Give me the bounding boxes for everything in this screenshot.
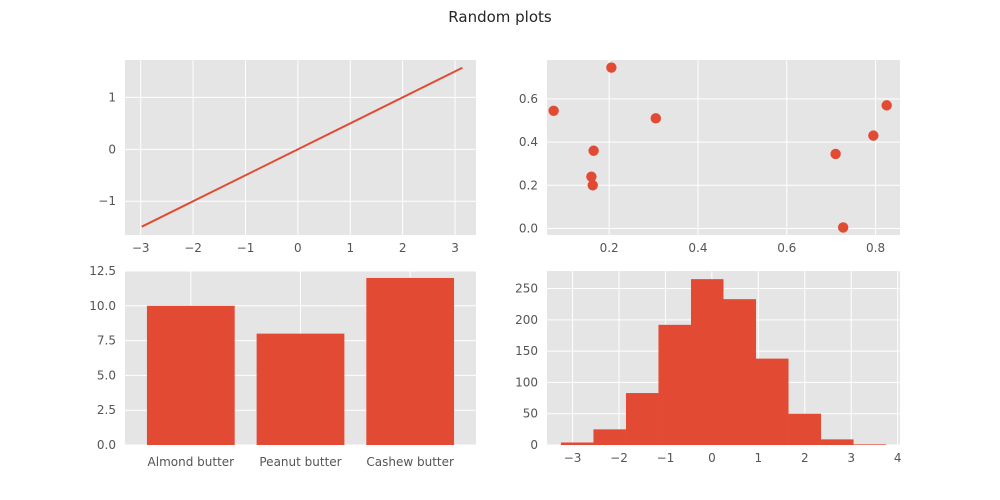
histogram-bar <box>853 444 887 445</box>
figure-title: Random plots <box>448 8 552 26</box>
subplot-scatter: 0.2 0.4 0.6 0.8 0.0 0.2 0.4 0.6 <box>519 60 900 255</box>
ticks-histogram: −3 −2 −1 0 1 2 3 4 0 50 100 150 200 250 <box>515 282 901 465</box>
scatter-point <box>587 180 598 191</box>
y-tick-label: 5.0 <box>97 368 116 382</box>
histogram-bar <box>625 393 659 445</box>
x-tick-label: −1 <box>657 451 675 465</box>
bar <box>256 333 345 445</box>
y-tick-label: 0.2 <box>519 178 538 192</box>
scatter-point <box>837 222 849 233</box>
x-tick-label: −3 <box>564 451 582 465</box>
histogram-bar <box>593 429 626 445</box>
scatter-point <box>830 148 841 160</box>
series-line <box>141 66 463 228</box>
x-tick-label: 3 <box>451 241 459 255</box>
x-tick-label: 0 <box>708 451 716 465</box>
x-tick-label: 0.4 <box>688 241 707 255</box>
x-tick-label: 2 <box>399 241 407 255</box>
x-tick-label: −1 <box>237 241 255 255</box>
histogram-bar <box>560 442 594 445</box>
x-tick-label: 1 <box>755 451 763 465</box>
scatter-point <box>548 105 559 116</box>
y-tick-label: 12.5 <box>89 264 116 278</box>
scatter-point <box>606 62 617 73</box>
y-tick-label: 7.5 <box>97 334 116 348</box>
marks-scatter <box>548 62 892 233</box>
y-tick-label: 250 <box>515 282 538 296</box>
grid-scatter <box>547 60 900 235</box>
y-tick-label: 50 <box>523 407 538 421</box>
y-tick-label: 0 <box>108 142 116 156</box>
ticks-bar: 0.0 2.5 5.0 7.5 10.0 12.5 Almond butter Peanut … <box>89 264 454 469</box>
x-tick-label: 0.8 <box>866 241 885 255</box>
y-tick-label: 200 <box>515 313 538 327</box>
y-tick-label: 2.5 <box>97 403 116 417</box>
y-tick-label: 0.4 <box>519 135 538 149</box>
ticks-line: −3 −2 −1 0 1 2 3 −1 0 1 <box>98 90 459 255</box>
y-tick-label: −1 <box>98 194 116 208</box>
x-tick-label: −2 <box>610 451 628 465</box>
scatter-point <box>588 145 599 156</box>
scatter-point <box>650 113 661 124</box>
grid-line <box>125 60 476 235</box>
x-tick-label: 0 <box>294 241 302 255</box>
histogram-bar <box>788 413 822 445</box>
x-tick-label: 2 <box>801 451 809 465</box>
x-tick-label: −2 <box>184 241 202 255</box>
scatter-point <box>881 100 892 111</box>
bar <box>366 277 455 445</box>
subplot-histogram: −3 −2 −1 0 1 2 3 4 0 50 100 150 200 250 <box>515 271 901 465</box>
y-tick-label: 0.0 <box>97 438 116 452</box>
scatter-point <box>586 171 597 182</box>
y-tick-label: 150 <box>515 344 538 358</box>
bar <box>146 305 235 445</box>
y-tick-label: 10.0 <box>89 299 116 313</box>
y-tick-label: 1 <box>108 90 116 104</box>
histogram-bar <box>723 299 757 445</box>
marks-histogram <box>560 279 887 445</box>
x-tick-label: 4 <box>894 451 902 465</box>
ticks-scatter: 0.2 0.4 0.6 0.8 0.0 0.2 0.4 0.6 <box>519 92 885 255</box>
plot-area-scatter <box>547 60 900 235</box>
y-tick-label: 0 <box>530 438 538 452</box>
x-tick-label: 0.6 <box>777 241 796 255</box>
scatter-point <box>868 130 879 141</box>
subplot-bar: 0.0 2.5 5.0 7.5 10.0 12.5 Almond butter Peanut … <box>89 264 476 469</box>
marks-bar <box>146 277 455 445</box>
y-tick-label: 100 <box>515 375 538 389</box>
histogram-bar <box>756 358 789 445</box>
x-tick-label: −3 <box>132 241 150 255</box>
histogram-bar <box>658 324 691 445</box>
marks-line <box>141 66 463 228</box>
histogram-bar <box>821 439 854 445</box>
category-label: Almond butter <box>148 455 235 469</box>
category-label: Cashew butter <box>366 455 454 469</box>
category-label: Peanut butter <box>259 455 341 469</box>
y-tick-label: 0.0 <box>519 222 538 236</box>
histogram-bar <box>690 279 724 445</box>
y-tick-label: 0.6 <box>519 92 538 106</box>
x-tick-label: 0.2 <box>600 241 619 255</box>
subplot-line: −3 −2 −1 0 1 2 3 −1 0 1 <box>98 60 476 255</box>
x-tick-label: 1 <box>346 241 354 255</box>
x-tick-label: 3 <box>847 451 855 465</box>
